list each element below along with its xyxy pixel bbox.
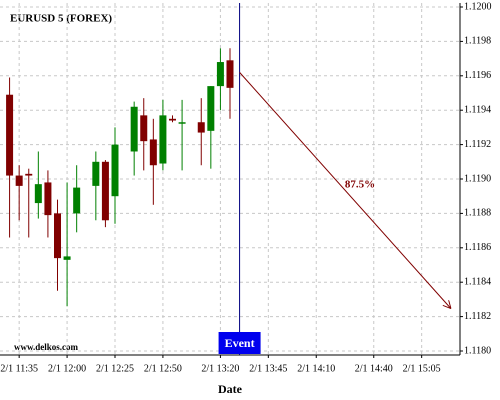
candle-body: [178, 122, 186, 124]
candle-body: [140, 115, 148, 142]
x-tick-label: 2/1 12:25: [96, 363, 134, 374]
y-tick-label: 1.1194: [464, 104, 491, 115]
candle-body: [54, 213, 61, 259]
candle-body: [92, 161, 100, 186]
candle-body: [111, 144, 119, 197]
candle-body: [101, 161, 109, 221]
candle-body: [63, 256, 71, 260]
y-tick-label: 1.1198: [464, 36, 491, 47]
forecast-arrow: [239, 72, 451, 308]
y-tick-label: 1.1192: [464, 139, 491, 150]
candle-body: [44, 182, 52, 216]
y-tick-label: 1.1196: [464, 70, 491, 81]
y-tick-label: 1.1182: [464, 311, 491, 322]
x-tick-label: 2/1 14:10: [297, 363, 335, 374]
candle-body: [6, 94, 14, 176]
candle-body: [15, 175, 23, 186]
y-tick-label: 1.1186: [464, 242, 491, 253]
x-tick-label: 2/1 11:35: [0, 363, 38, 374]
source: www.delkos.com: [14, 342, 79, 352]
x-tick-label: 2/1 15:05: [403, 363, 441, 374]
x-tick-label: 2/1 12:50: [144, 363, 182, 374]
x-tick-label: 2/1 14:40: [355, 363, 393, 374]
candle-body: [73, 187, 81, 214]
x-tick-label: 2/1 12:00: [48, 363, 86, 374]
x-tick-label: 2/1 13:45: [249, 363, 287, 374]
chart-title: EURUSD 5 (FOREX): [10, 13, 112, 25]
y-tick-label: 1.1184: [464, 276, 491, 287]
candle-body: [197, 122, 205, 133]
annotation-label: 87.5%: [345, 179, 375, 191]
x-tick-label: 2/1 13:20: [201, 363, 239, 374]
candle-body: [34, 184, 42, 204]
y-tick-label: 1.1200: [464, 1, 492, 12]
x-axis-label: Date: [218, 382, 243, 396]
candle-body: [216, 62, 224, 87]
candle-body: [149, 139, 157, 166]
candle-body: [25, 173, 33, 176]
y-tick-label: 1.1180: [464, 345, 491, 356]
y-tick-label: 1.1190: [464, 173, 491, 184]
candle-body: [169, 118, 176, 121]
event-label: Event: [225, 336, 255, 350]
candle-body: [207, 86, 215, 131]
candle-body: [226, 60, 234, 88]
candle-body: [130, 106, 138, 152]
candle-body: [159, 115, 167, 164]
y-tick-label: 1.1188: [464, 208, 491, 219]
event-box: [218, 332, 261, 354]
